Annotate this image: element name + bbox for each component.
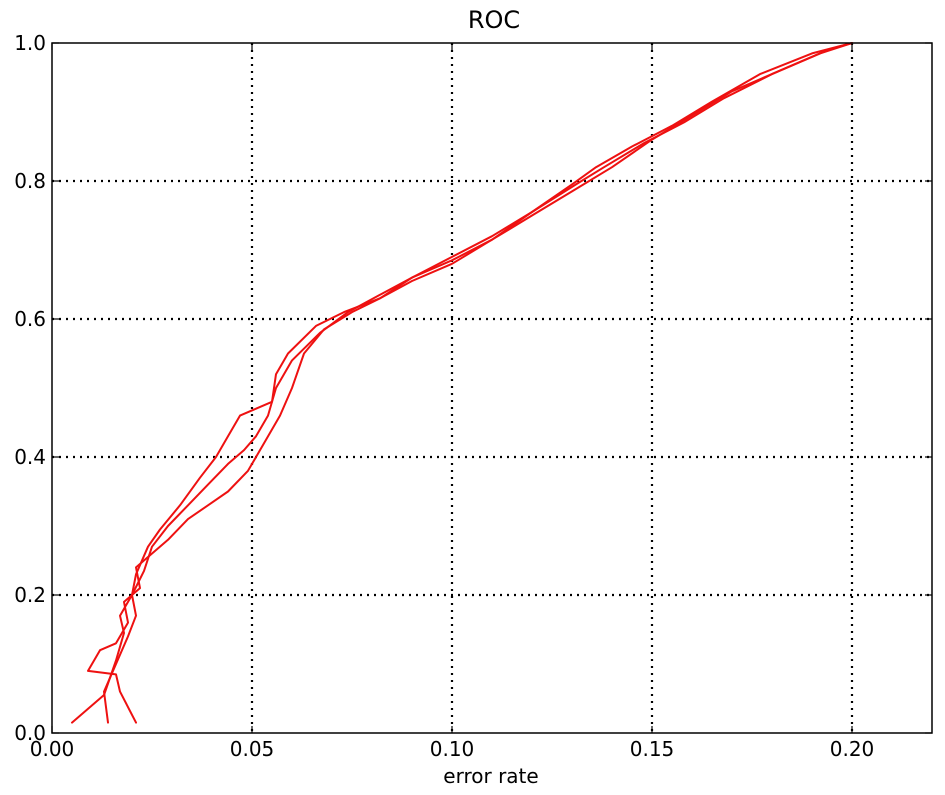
y-tick-label: 0.6 [14, 307, 46, 331]
x-tick-label: 0.20 [830, 737, 875, 761]
y-tick-label: 0.4 [14, 445, 46, 469]
y-tick-label: 1.0 [14, 31, 46, 55]
x-tick-label: 0.05 [230, 737, 275, 761]
y-tick-labels: 0.0 0.2 0.4 0.6 0.8 1.0 [14, 31, 46, 745]
axis-ticks [51, 42, 932, 734]
roc-curve-2 [103, 42, 853, 724]
x-tick-labels: 0.00 0.05 0.10 0.15 0.20 [30, 737, 875, 761]
roc-curve-1 [71, 42, 853, 724]
roc-curves [71, 42, 853, 724]
y-tick-label: 0.2 [14, 583, 46, 607]
plot-frame [51, 42, 933, 734]
roc-curve-3 [87, 42, 853, 724]
chart-title: ROC [468, 6, 520, 34]
x-tick-label: 0.00 [30, 737, 75, 761]
y-tick-label: 0.8 [14, 169, 46, 193]
y-tick-label: 0.0 [14, 721, 46, 745]
grid [52, 43, 932, 733]
x-tick-label: 0.15 [630, 737, 675, 761]
x-axis-label: error rate [443, 764, 538, 788]
x-tick-label: 0.10 [430, 737, 475, 761]
